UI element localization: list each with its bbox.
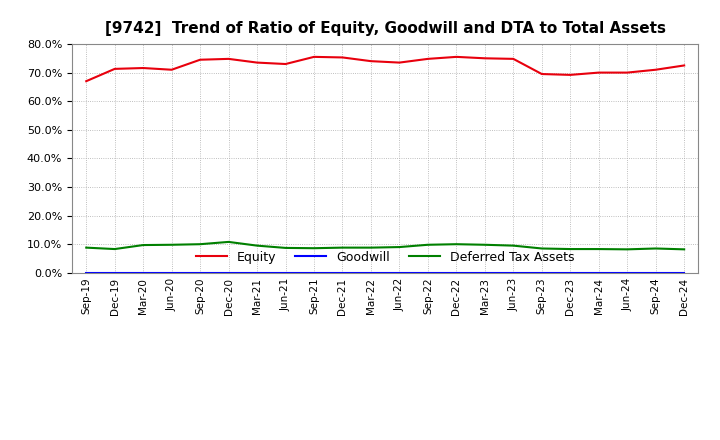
Equity [537,71,546,77]
Deferred Tax Assets [110,246,119,252]
Deferred Tax Assets [623,247,631,252]
Goodwill [452,270,461,275]
Equity [167,67,176,72]
Goodwill [509,270,518,275]
Deferred Tax Assets [167,242,176,247]
Deferred Tax Assets [225,239,233,245]
Goodwill [595,270,603,275]
Deferred Tax Assets [338,245,347,250]
Goodwill [652,270,660,275]
Equity [282,61,290,66]
Deferred Tax Assets [423,242,432,247]
Goodwill [395,270,404,275]
Goodwill [196,270,204,275]
Equity [566,72,575,77]
Equity [652,67,660,72]
Goodwill [680,270,688,275]
Deferred Tax Assets [253,243,261,248]
Goodwill [338,270,347,275]
Equity [196,57,204,62]
Equity [680,63,688,68]
Goodwill [566,270,575,275]
Equity [595,70,603,75]
Goodwill [366,270,375,275]
Legend: Equity, Goodwill, Deferred Tax Assets: Equity, Goodwill, Deferred Tax Assets [191,246,580,269]
Goodwill [82,270,91,275]
Equity [338,55,347,60]
Equity [366,59,375,64]
Deferred Tax Assets [139,242,148,248]
Title: [9742]  Trend of Ratio of Equity, Goodwill and DTA to Total Assets: [9742] Trend of Ratio of Equity, Goodwil… [104,21,666,36]
Deferred Tax Assets [509,243,518,248]
Goodwill [225,270,233,275]
Deferred Tax Assets [595,246,603,252]
Goodwill [139,270,148,275]
Deferred Tax Assets [82,245,91,250]
Equity [452,54,461,59]
Deferred Tax Assets [652,246,660,251]
Equity [509,56,518,62]
Equity [395,60,404,65]
Deferred Tax Assets [282,245,290,250]
Equity [423,56,432,62]
Deferred Tax Assets [310,246,318,251]
Equity [225,56,233,62]
Goodwill [623,270,631,275]
Deferred Tax Assets [196,242,204,247]
Deferred Tax Assets [395,244,404,249]
Equity [110,66,119,72]
Equity [623,70,631,75]
Goodwill [480,270,489,275]
Goodwill [310,270,318,275]
Equity [253,60,261,65]
Deferred Tax Assets [566,246,575,252]
Equity [139,66,148,71]
Equity [480,55,489,61]
Line: Equity: Equity [86,57,684,81]
Equity [310,54,318,59]
Goodwill [253,270,261,275]
Deferred Tax Assets [537,246,546,251]
Goodwill [110,270,119,275]
Line: Deferred Tax Assets: Deferred Tax Assets [86,242,684,249]
Deferred Tax Assets [680,247,688,252]
Goodwill [167,270,176,275]
Equity [82,78,91,84]
Deferred Tax Assets [452,242,461,247]
Goodwill [282,270,290,275]
Deferred Tax Assets [366,245,375,250]
Goodwill [423,270,432,275]
Deferred Tax Assets [480,242,489,247]
Goodwill [537,270,546,275]
